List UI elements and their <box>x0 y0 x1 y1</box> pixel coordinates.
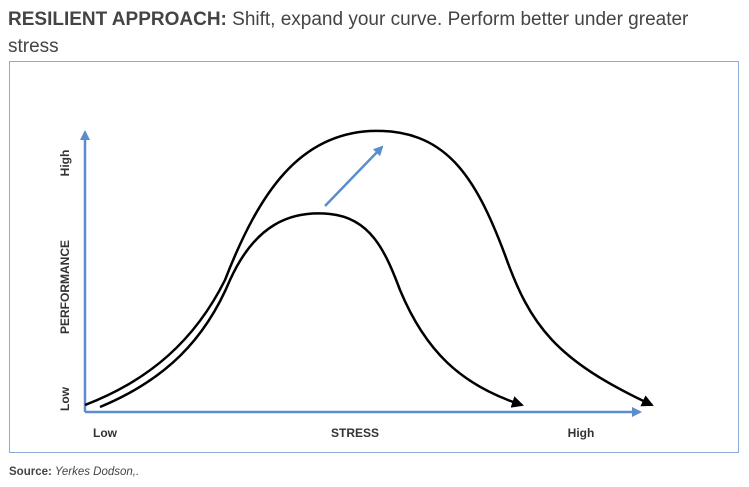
shift-arrow <box>324 145 384 207</box>
heading-text: Shift, expand your curve. Perform better… <box>8 9 689 57</box>
y-axis-high-label: High <box>58 150 72 177</box>
diagram-frame <box>9 61 739 453</box>
expanded-performance-curve <box>84 129 654 407</box>
heading-lead: RESILIENT APPROACH: <box>8 9 227 30</box>
x-axis-low-label: Low <box>93 426 118 440</box>
source-note: Source: Yerkes Dodson,. <box>9 466 139 478</box>
y-axis-low-label: Low <box>58 386 72 411</box>
x-axis-title: STRESS <box>331 426 379 440</box>
source-text: Yerkes Dodson,. <box>51 466 140 478</box>
source-label: Source: <box>9 466 52 478</box>
original-performance-curve <box>99 212 524 409</box>
page-heading: RESILIENT APPROACH: Shift, expand your c… <box>8 6 743 60</box>
x-axis-high-label: High <box>568 426 595 440</box>
y-axis-title: PERFORMANCE <box>58 240 72 334</box>
